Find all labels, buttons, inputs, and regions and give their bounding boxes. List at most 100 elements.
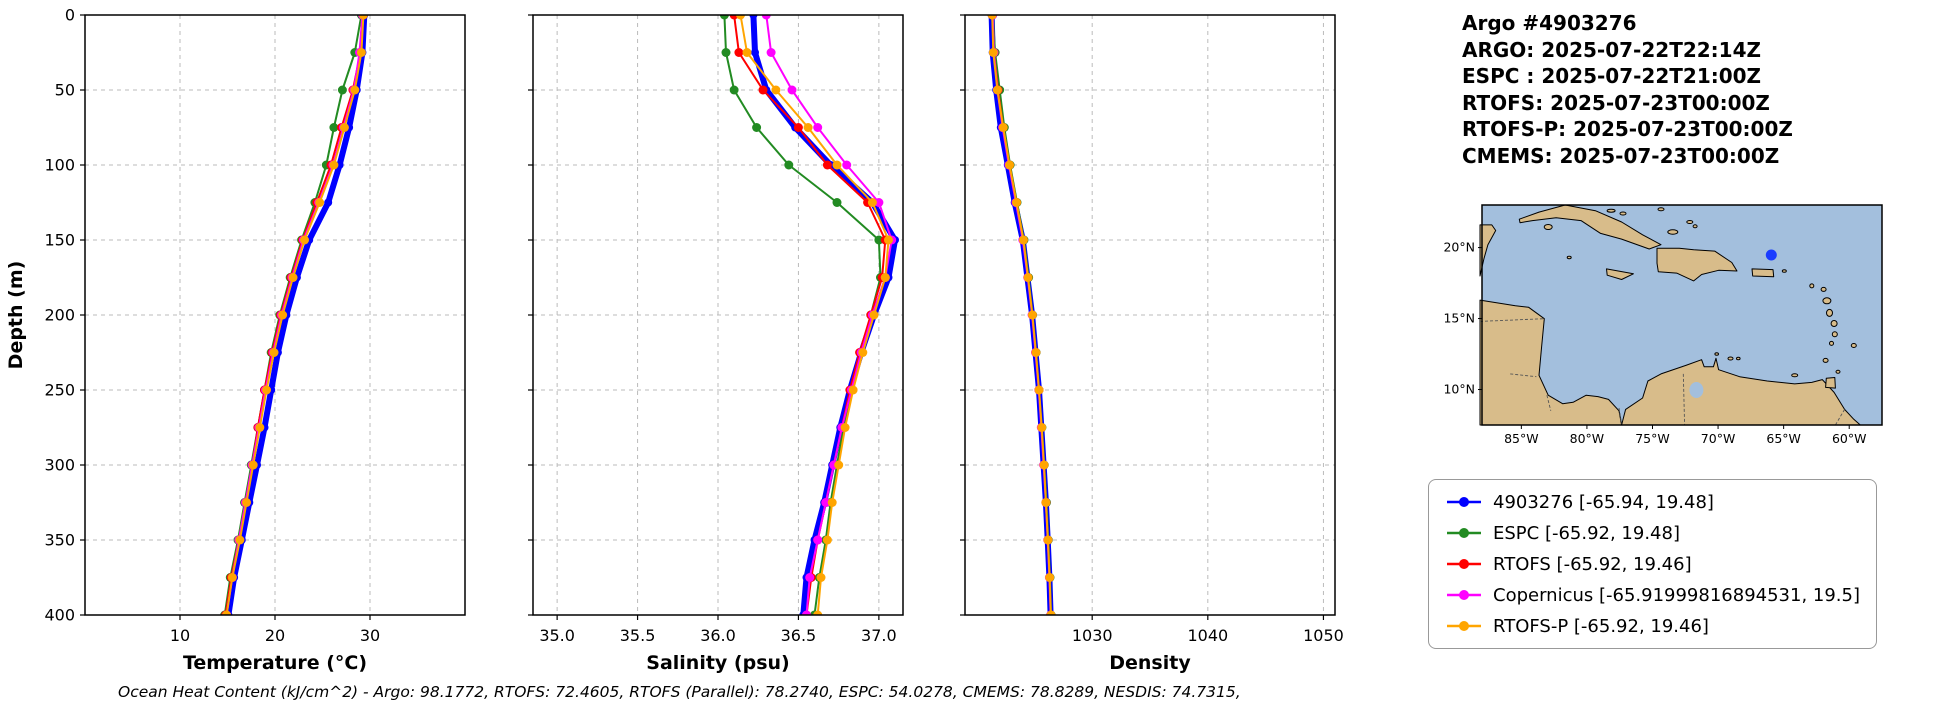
lake-maracaibo [1689,382,1704,398]
Copernicus-marker [821,498,831,507]
temperature-profile: 10 20 30050100150200250300350400Temperatur… [5,6,466,674]
ESPC-marker [721,48,731,57]
map-y-tick-label: 15°N [1443,311,1475,326]
RTOFS-P-marker [988,48,998,57]
RTOFS-P-marker [242,498,251,507]
ESPC-marker [337,85,347,95]
x-tick-label: 37.0 [861,626,897,645]
x-tick-label: 1030 [1072,626,1113,645]
legend-item-copernicus: Copernicus [-65.91999816894531, 19.5] [1445,583,1860,607]
map-y-tick-label: 20°N [1443,240,1475,255]
RTOFS-P-marker [235,535,245,545]
RTOFS-P-marker [1005,160,1014,170]
ESPC-marker [832,198,842,207]
x-tick-label: 10 [170,626,190,645]
RTOFS-P-marker [288,273,298,282]
RTOFS-P-marker [771,85,781,95]
y-tick-label: 200 [44,306,75,325]
y-tick-label: 250 [44,381,75,400]
RTOFS-P-marker [300,235,309,245]
y-axis-title: Depth (m) [5,261,27,370]
RTOFS-marker [793,123,803,132]
ESPC-marker [719,15,729,20]
timestamp-rtofs-p: RTOFS-P: 2025-07-23T00:00Z [1462,117,1793,141]
RTOFS-P-marker [350,85,360,95]
series-group [719,15,899,615]
legend-sample [1447,559,1481,569]
RTOFS-P-marker [998,123,1008,132]
land-yucatan [1479,224,1497,277]
legend-label: RTOFS-P [-65.92, 19.46] [1493,615,1709,637]
RTOFS-P-marker [822,535,832,545]
RTOFS-P-marker [858,348,868,357]
RTOFS-P-marker [1039,460,1049,470]
legend-label: RTOFS [-65.92, 19.46] [1493,553,1692,575]
ESPC-marker [329,123,339,132]
legend-sample [1447,528,1481,538]
RTOFS-P-marker [1012,198,1021,207]
RTOFS-P-marker [1023,273,1033,282]
RTOFS-P-marker [880,273,890,282]
x-tick-label: 36.5 [781,626,817,645]
legend-sample [1447,497,1481,507]
legend: 4903276 [-65.94, 19.48] ESPC [-65.92, 19… [1428,479,1877,649]
x-tick-label: 20 [265,626,285,645]
map-y-tick-label: 10°N [1443,382,1475,397]
x-tick-label: 35.0 [539,626,575,645]
RTOFS-P-marker [1027,310,1037,320]
4903276-marker [749,15,758,19]
RTOFS-P-marker [1043,535,1053,545]
land-trinidad [1825,377,1836,389]
RTOFS-P-marker [339,123,349,132]
4903276-marker [324,198,333,207]
y-tick-label: 350 [44,531,75,550]
RTOFS-P-marker [262,385,271,395]
ESPC-marker [752,123,762,132]
map-x-tick-label: 70°W [1701,431,1736,446]
y-tick-label: 0 [65,6,75,25]
RTOFS-marker [758,85,768,95]
y-tick-label: 400 [44,606,75,625]
x-axis-title: Density [1109,652,1191,674]
ohc-annotation: Ocean Heat Content (kJ/cm^2) - Argo: 98.… [118,683,1241,701]
Copernicus-marker [766,48,776,57]
Copernicus-marker [787,85,797,95]
y-tick-label: 100 [44,156,75,175]
x-tick-label: 30 [360,626,380,645]
Copernicus-marker [813,535,823,545]
legend-label: ESPC [-65.92, 19.48] [1493,522,1680,544]
y-tick-label: 150 [44,231,75,250]
RTOFS-marker [734,48,744,57]
Copernicus-marker [805,573,815,582]
map-frame [1481,204,1883,426]
RTOFS-P-marker [1031,348,1041,357]
ESPC-marker [784,160,794,170]
series-group [220,15,369,615]
land-south-america [1621,357,1861,426]
RTOFS-P-marker [884,235,893,245]
x-tick-label: 36.0 [700,626,736,645]
map-x-tick-label: 60°W [1832,431,1867,446]
RTOFS-P-marker [255,423,265,432]
RTOFS-P-marker [1034,385,1044,395]
RTOFS-P-marker [1037,423,1047,432]
ESPC-marker [729,85,739,95]
timestamp-argo: ARGO: 2025-07-22T22:14Z [1462,37,1761,62]
RTOFS-P-marker [248,460,258,470]
RTOFS-P-marker [222,610,232,615]
RTOFS-P-marker [987,15,997,20]
density-profile: 1030 1040 1050 Density [960,14,1344,674]
land-isla-juventud [1543,224,1553,230]
legend-label: Copernicus [-65.91999816894531, 19.5] [1493,584,1860,606]
series-group [987,15,1056,615]
map-x-tick-label: 80°W [1570,431,1605,446]
RTOFS-P-marker [834,460,844,470]
Copernicus-marker [761,15,771,20]
timestamp-rtofs: RTOFS: 2025-07-23T00:00Z [1462,90,1770,115]
RTOFS-P-marker [742,48,752,57]
map-x-tick-label: 75°W [1635,431,1670,446]
map-x-tick-label: 65°W [1766,431,1801,446]
map-tick-labels: 85°W 80°W 75°W 70°W 65°W 60°W 10°N 15°N 20°N [1443,240,1866,446]
land-cuba [1518,204,1662,250]
land-jamaica [1606,268,1634,280]
